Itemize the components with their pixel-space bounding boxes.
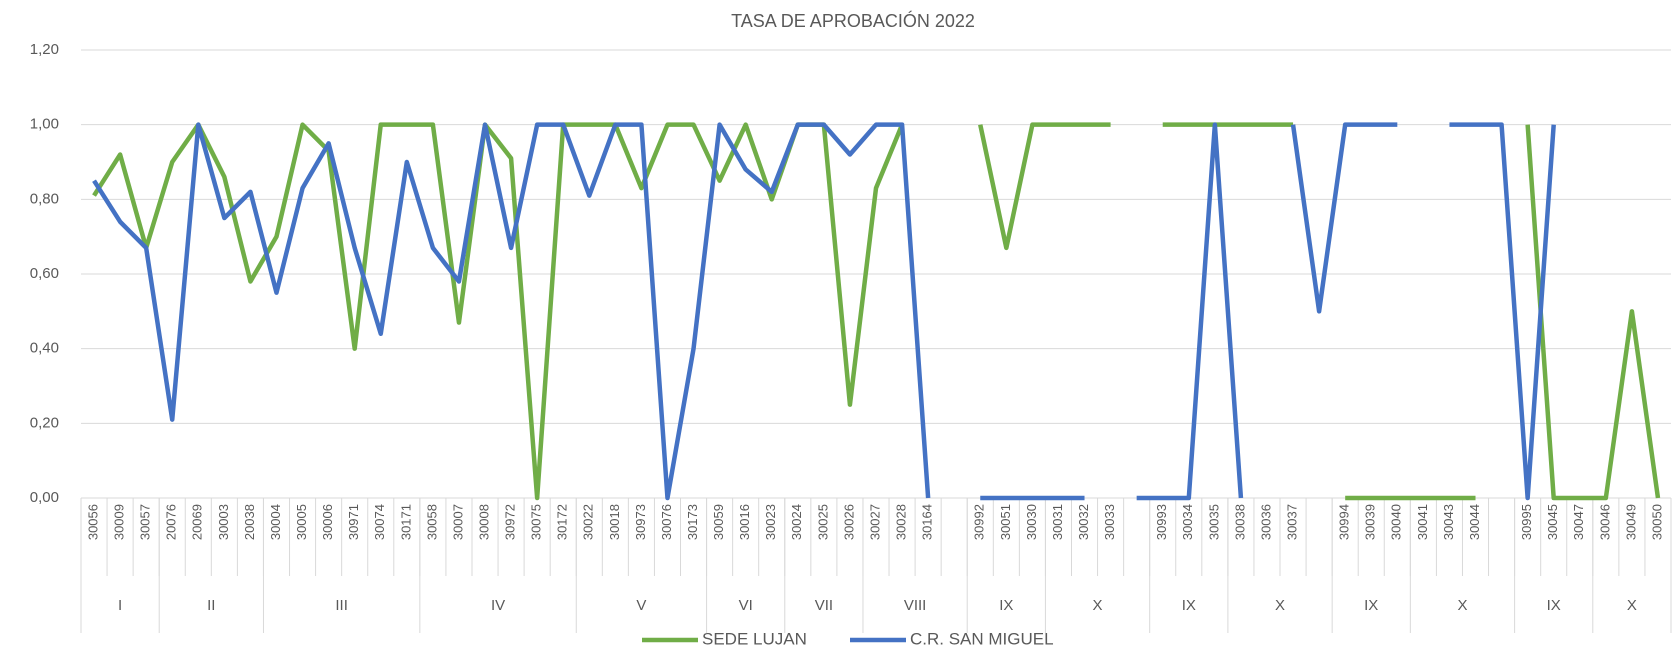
group-label: I [118, 597, 122, 614]
group-label: IX [1364, 597, 1378, 614]
x-tick-label: 30030 [1024, 504, 1039, 540]
x-tick-label: 30009 [112, 504, 127, 540]
x-tick-label: 30973 [633, 504, 648, 540]
x-tick-label: 30993 [1154, 504, 1169, 540]
x-tick-label: 30050 [1649, 504, 1664, 540]
x-tick-label: 30028 [894, 504, 909, 540]
x-tick-label: 30026 [841, 504, 856, 540]
x-tick-label: 30994 [1337, 504, 1352, 540]
group-label: VIII [904, 597, 927, 614]
x-tick-label: 30033 [1102, 504, 1117, 540]
x-tick-label: 30025 [815, 504, 830, 540]
x-tick-label: 30038 [1232, 504, 1247, 540]
x-tick-label: 30035 [1206, 504, 1221, 540]
x-tick-label: 30027 [867, 504, 882, 540]
y-tick-label: 0,60 [30, 265, 59, 282]
x-tick-label: 30051 [998, 504, 1013, 540]
series-line [92, 122, 1556, 501]
group-label: X [1457, 597, 1467, 614]
group-label: V [636, 597, 646, 614]
group-label: IX [999, 597, 1013, 614]
group-label: II [207, 597, 215, 614]
group-label: X [1275, 597, 1285, 614]
y-tick-label: 0,40 [30, 340, 59, 357]
x-tick-label: 20038 [242, 504, 257, 540]
x-tick-label: 30034 [1180, 504, 1195, 540]
x-tick-label: 30045 [1545, 504, 1560, 540]
x-tick-label: 30047 [1571, 504, 1586, 540]
x-tick-label: 30004 [268, 504, 283, 540]
y-tick-label: 0,00 [30, 489, 59, 506]
x-tick-label: 30049 [1623, 504, 1638, 540]
legend-label: SEDE LUJAN [702, 629, 807, 648]
y-tick-label: 0,20 [30, 414, 59, 431]
x-tick-label: 30058 [424, 504, 439, 540]
x-tick-label: 30995 [1519, 504, 1534, 540]
x-tick-label: 30039 [1363, 504, 1378, 540]
x-tick-label: 30008 [476, 504, 491, 540]
x-tick-label: 30173 [685, 504, 700, 540]
x-tick-label: 30059 [711, 504, 726, 540]
group-label: X [1093, 597, 1103, 614]
group-label: IV [491, 597, 505, 614]
x-tick-label: 30018 [607, 504, 622, 540]
x-tick-label: 30031 [1050, 504, 1065, 540]
group-label: III [335, 597, 348, 614]
group-label: VII [815, 597, 833, 614]
chart-title: TASA DE APROBACIÓN 2022 [731, 10, 975, 31]
x-tick-label: 30024 [789, 504, 804, 540]
x-tick-label: 30043 [1441, 504, 1456, 540]
x-tick-label: 30006 [320, 504, 335, 540]
x-tick-label: 30036 [1258, 504, 1273, 540]
x-tick-label: 20076 [164, 504, 179, 540]
y-tick-label: 0,80 [30, 190, 59, 207]
x-tick-label: 30023 [763, 504, 778, 540]
x-tick-label: 30076 [659, 504, 674, 540]
x-tick-label: 30003 [216, 504, 231, 540]
x-tick-label: 30164 [920, 504, 935, 540]
y-tick-label: 1,00 [30, 116, 59, 133]
x-tick-label: 30007 [450, 504, 465, 540]
y-tick-label: 1,20 [30, 41, 59, 58]
x-tick-label: 30992 [972, 504, 987, 540]
x-tick-label: 30172 [555, 504, 570, 540]
x-tick-label: 30057 [138, 504, 153, 540]
group-label: VI [739, 597, 753, 614]
x-tick-label: 30171 [398, 504, 413, 540]
x-tick-label: 30022 [581, 504, 596, 540]
x-tick-label: 30037 [1284, 504, 1299, 540]
x-tick-label: 30972 [503, 504, 518, 540]
x-tick-label: 30044 [1467, 504, 1482, 540]
legend-label: C.R. SAN MIGUEL [910, 629, 1054, 648]
x-tick-label: 30075 [529, 504, 544, 540]
x-tick-label: 30032 [1076, 504, 1091, 540]
x-tick-label: 30046 [1597, 504, 1612, 540]
x-tick-label: 30056 [85, 504, 100, 540]
series-line [92, 122, 1661, 501]
x-tick-label: 30040 [1389, 504, 1404, 540]
x-tick-label: 30041 [1415, 504, 1430, 540]
x-tick-label: 20069 [190, 504, 205, 540]
group-label: X [1627, 597, 1637, 614]
group-label: IX [1182, 597, 1196, 614]
x-tick-label: 30971 [346, 504, 361, 540]
x-tick-label: 30005 [294, 504, 309, 540]
x-tick-label: 30016 [737, 504, 752, 540]
group-label: IX [1547, 597, 1561, 614]
x-tick-label: 30074 [372, 504, 387, 540]
